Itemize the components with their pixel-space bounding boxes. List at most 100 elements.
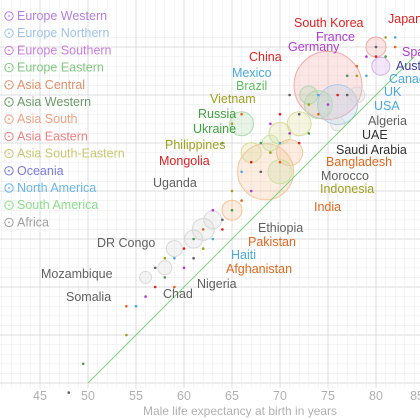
country-point (125, 304, 128, 308)
country-label: France (316, 30, 355, 44)
country-point (345, 93, 349, 97)
country-label: UAE (362, 128, 388, 142)
country-label: Afghanistan (226, 262, 292, 276)
country-point (278, 160, 282, 164)
country-point (384, 36, 387, 39)
population-bubble (139, 270, 153, 284)
legend-marker (4, 131, 14, 142)
country-point (259, 170, 263, 174)
legend-marker-dot (8, 49, 10, 52)
country-label: Haiti (231, 248, 256, 262)
legend-marker (4, 80, 14, 90)
country-point (192, 256, 195, 260)
country-point (365, 74, 368, 78)
chart-legend: Europe Western Europe Northern Europe Sout… (4, 9, 125, 229)
country-point (259, 141, 263, 145)
legend-entry: Asia Western (17, 95, 91, 109)
country-label: Algeria (368, 114, 407, 128)
country-label: Australia (396, 59, 420, 73)
population-bubble (299, 85, 319, 105)
country-label: Morocco (321, 169, 369, 183)
population-bubble (348, 86, 366, 104)
country-point (230, 208, 234, 212)
legend-marker-dot (8, 135, 10, 138)
country-point (297, 112, 301, 116)
legend-entry: Asia Eastern (17, 129, 88, 143)
legend-entry: Europe Western (17, 9, 107, 23)
population-bubble (330, 116, 346, 132)
x-axis-title: Male life expectancy at birth in years (143, 404, 337, 418)
country-point (182, 247, 186, 250)
country-label: Russia (198, 107, 236, 121)
legend-marker-dot (8, 169, 10, 172)
legend-marker-dot (8, 187, 10, 189)
country-point (307, 103, 311, 106)
legend-marker (4, 97, 14, 107)
country-point (336, 93, 339, 97)
country-label: China (249, 50, 282, 64)
population-bubble (261, 134, 279, 152)
x-tick-label: 55 (129, 389, 143, 403)
legend-marker (4, 148, 14, 159)
legend-marker-dot (8, 66, 10, 69)
x-tick-label: 65 (225, 389, 239, 403)
country-point (201, 228, 205, 231)
country-point (317, 112, 320, 116)
country-point (201, 247, 205, 250)
legend-marker-dot (8, 32, 10, 35)
legend-marker-dot (8, 152, 10, 155)
country-label: Mexico (232, 66, 272, 80)
chart-grid (0, 0, 420, 388)
country-point (134, 304, 138, 308)
legend-entry: Europe Northern (17, 26, 109, 40)
country-point (355, 64, 359, 68)
country-label: Indonesia (320, 182, 374, 196)
country-label: UK (384, 85, 402, 99)
country-point (221, 228, 224, 231)
country-label: Chad (163, 287, 193, 301)
country-label: Brazil (236, 79, 267, 93)
population-bubble (165, 240, 183, 258)
country-point (317, 93, 320, 97)
country-point (278, 112, 282, 116)
legend-entry: Europe Eastern (17, 61, 104, 75)
legend-marker (4, 183, 14, 193)
population-bubble (293, 50, 363, 120)
population-bubble (371, 56, 391, 76)
country-label: Pakistan (248, 235, 296, 249)
country-point (288, 132, 291, 135)
country-point (67, 391, 71, 394)
country-label: Ethiopia (258, 221, 303, 235)
x-tick-label: 45 (33, 389, 47, 403)
country-point (230, 122, 234, 126)
legend-marker-dot (8, 83, 10, 86)
country-point (182, 266, 186, 270)
population-bubble (276, 139, 304, 167)
legend-marker-dot (8, 118, 10, 121)
country-point (269, 151, 272, 154)
country-label: Mozambique (41, 267, 113, 281)
population-bubble (229, 111, 255, 137)
legend-marker (4, 166, 14, 176)
country-label: Vietnam (210, 92, 256, 106)
country-point (384, 55, 387, 58)
population-bubble (303, 90, 333, 120)
country-point (374, 55, 378, 58)
x-tick-label: 70 (273, 389, 287, 403)
country-point (153, 285, 157, 289)
country-label: Philippines (165, 138, 225, 152)
country-point (278, 141, 282, 145)
legend-marker-dot (8, 15, 10, 17)
country-point (393, 45, 397, 49)
country-label: Mongolia (159, 154, 210, 168)
legend-marker (4, 217, 14, 228)
country-point (173, 285, 176, 289)
country-point (249, 189, 253, 193)
country-point (393, 36, 397, 39)
country-label: Ukraine (193, 122, 236, 136)
legend-marker-dot (8, 101, 10, 103)
population-bubble (203, 210, 223, 230)
country-point (249, 160, 253, 164)
country-label: India (314, 200, 341, 214)
legend-entry: Asia South-Eastern (17, 147, 125, 161)
